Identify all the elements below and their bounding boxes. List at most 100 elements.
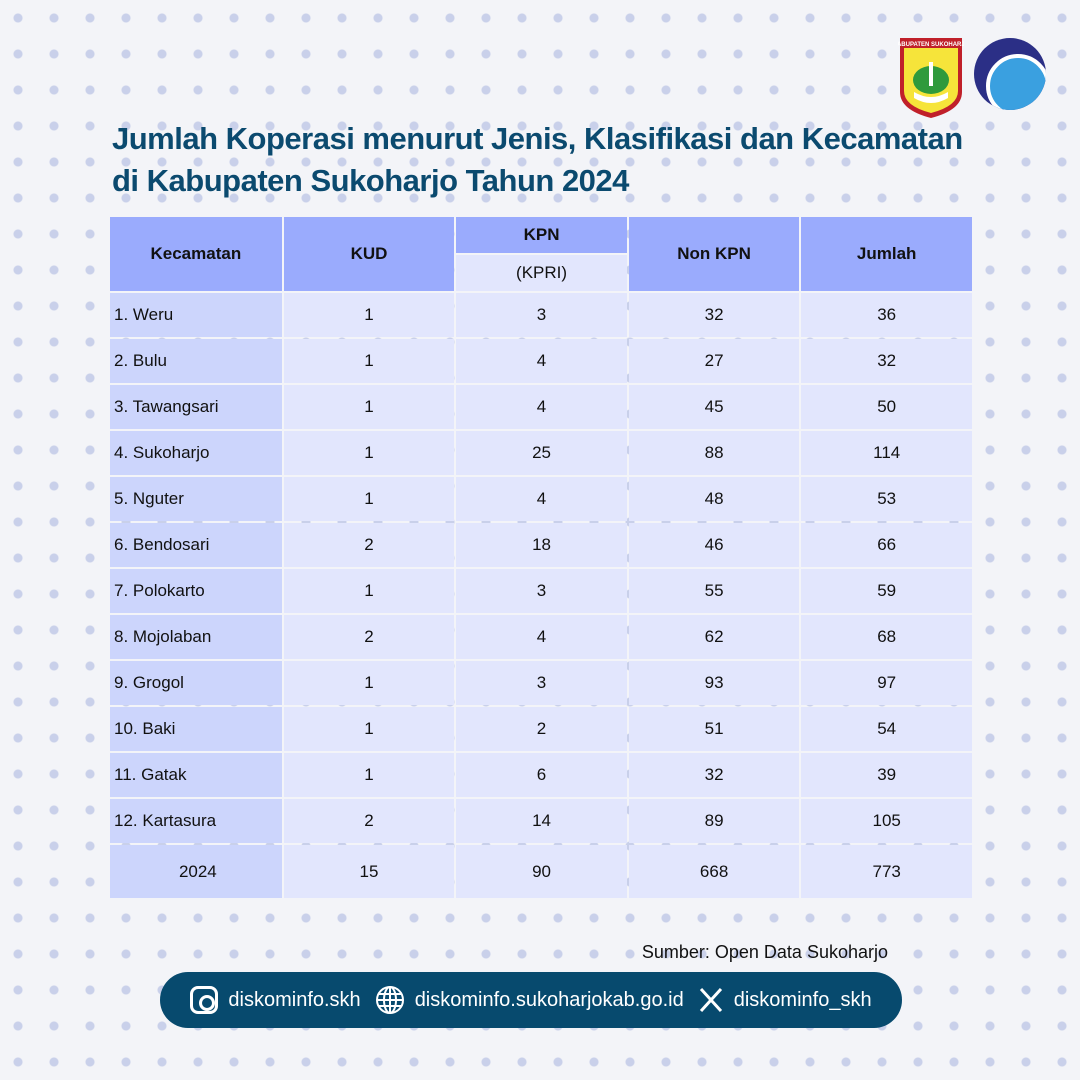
cell-kud: 2 (283, 799, 455, 843)
header-jumlah: Jumlah (801, 217, 972, 291)
cell-name: 8. Mojolaban (110, 615, 282, 659)
cell-jumlah: 36 (801, 293, 972, 337)
x-link[interactable]: diskominfo_skh (698, 987, 872, 1013)
table-row: 6. Bendosari 2 18 46 66 (110, 523, 972, 567)
cell-jumlah: 59 (801, 569, 972, 613)
cell-kud: 1 (283, 707, 455, 751)
cell-non-kpn: 55 (628, 569, 800, 613)
cell-kud: 2 (283, 523, 455, 567)
source-note: Sumber: Open Data Sukoharjo (641, 942, 888, 962)
cell-jumlah: 773 (801, 845, 972, 898)
cell-kpn: 2 (456, 707, 627, 751)
table-row: 1. Weru 1 3 32 36 (110, 293, 972, 337)
cell-jumlah: 105 (801, 799, 972, 843)
header-kud: KUD (283, 217, 455, 291)
page-title: Jumlah Koperasi menurut Jenis, Klasifika… (112, 118, 963, 202)
footer-bar: diskominfo.skh diskominfo.sukoharjokab.g… (160, 972, 902, 1028)
instagram-icon (190, 986, 219, 1014)
cell-non-kpn: 32 (628, 753, 800, 797)
table-row: 12. Kartasura 2 14 89 105 (110, 799, 972, 843)
svg-text:KABUPATEN SUKOHARJO: KABUPATEN SUKOHARJO (898, 42, 964, 48)
cell-name: 6. Bendosari (110, 523, 282, 567)
cell-jumlah: 53 (801, 477, 972, 521)
website-url: diskominfo.sukoharjokab.go.id (414, 988, 684, 1011)
cell-kud: 2 (283, 615, 455, 659)
title-line-2: di Kabupaten Sukoharjo Tahun 2024 (112, 163, 629, 198)
table-row: 2. Bulu 1 4 27 32 (110, 339, 972, 383)
table-row: 7. Polokarto 1 3 55 59 (110, 569, 972, 613)
cell-kud: 1 (283, 293, 455, 337)
table-row: 5. Nguter 1 4 48 53 (110, 477, 972, 521)
cell-kpn: 14 (456, 799, 627, 843)
table-row: 3. Tawangsari 1 4 45 50 (110, 385, 972, 429)
cell-jumlah: 66 (801, 523, 972, 567)
cell-jumlah: 97 (801, 661, 972, 705)
cell-kpn: 4 (456, 477, 627, 521)
cell-kpn: 3 (456, 293, 627, 337)
x-icon (699, 987, 722, 1013)
table-row: 9. Grogol 1 3 93 97 (110, 661, 972, 705)
cell-name: 1. Weru (110, 293, 282, 337)
cell-non-kpn: 62 (628, 615, 800, 659)
regency-crest-logo: KABUPATEN SUKOHARJO (898, 38, 964, 118)
table-row: 10. Baki 1 2 51 54 (110, 707, 972, 751)
table-row: 8. Mojolaban 2 4 62 68 (110, 615, 972, 659)
cell-non-kpn: 48 (628, 477, 800, 521)
cell-non-kpn: 89 (628, 799, 800, 843)
header-kpn: KPN (456, 217, 627, 253)
cell-kpn: 6 (456, 753, 627, 797)
cell-jumlah: 114 (801, 431, 972, 475)
cell-non-kpn: 93 (628, 661, 800, 705)
cell-name: 10. Baki (110, 707, 282, 751)
cell-kud: 1 (283, 753, 455, 797)
cell-name: 7. Polokarto (110, 569, 282, 613)
cell-kud: 1 (283, 477, 455, 521)
cell-kud: 1 (283, 385, 455, 429)
x-handle: diskominfo_skh (733, 988, 872, 1011)
cell-jumlah: 68 (801, 615, 972, 659)
cell-kud: 1 (283, 661, 455, 705)
cell-name: 4. Sukoharjo (110, 431, 282, 475)
total-row: 2024 15 90 668 773 (110, 845, 972, 898)
cell-kpn: 4 (456, 339, 627, 383)
cell-kud: 1 (283, 339, 455, 383)
cell-name: 3. Tawangsari (110, 385, 282, 429)
instagram-handle: diskominfo.skh (228, 988, 361, 1011)
cell-kud: 15 (283, 845, 455, 898)
header-kpn-sub: (KPRI) (456, 255, 627, 291)
cell-name: 5. Nguter (110, 477, 282, 521)
website-link[interactable]: diskominfo.sukoharjokab.go.id (375, 985, 684, 1015)
cell-kpn: 90 (456, 845, 627, 898)
cell-non-kpn: 45 (628, 385, 800, 429)
cell-jumlah: 50 (801, 385, 972, 429)
globe-icon (375, 986, 404, 1014)
cell-name: 2. Bulu (110, 339, 282, 383)
cell-kpn: 18 (456, 523, 627, 567)
cell-name: 9. Grogol (110, 661, 282, 705)
cell-jumlah: 32 (801, 339, 972, 383)
cell-kpn: 4 (456, 615, 627, 659)
cell-kud: 1 (283, 431, 455, 475)
logos: KABUPATEN SUKOHARJO (898, 36, 1046, 120)
instagram-link[interactable]: diskominfo.skh (190, 986, 361, 1014)
cell-kud: 1 (283, 569, 455, 613)
cell-name: 11. Gatak (110, 753, 282, 797)
cell-non-kpn: 46 (628, 523, 800, 567)
cell-kpn: 3 (456, 661, 627, 705)
cell-kpn: 25 (456, 431, 627, 475)
cell-non-kpn: 27 (628, 339, 800, 383)
kominfo-logo (974, 38, 1046, 110)
cell-non-kpn: 51 (628, 707, 800, 751)
header-non-kpn: Non KPN (628, 217, 800, 291)
title-line-1: Jumlah Koperasi menurut Jenis, Klasifika… (112, 121, 963, 156)
cell-kpn: 4 (456, 385, 627, 429)
cell-non-kpn: 32 (628, 293, 800, 337)
cell-kpn: 3 (456, 569, 627, 613)
table-row: 4. Sukoharjo 1 25 88 114 (110, 431, 972, 475)
cell-non-kpn: 668 (628, 845, 800, 898)
cell-name: 12. Kartasura (110, 799, 282, 843)
cooperatives-table: Kecamatan KUD KPN Non KPN Jumlah (KPRI) … (108, 215, 974, 900)
cell-non-kpn: 88 (628, 431, 800, 475)
header-kecamatan: Kecamatan (110, 217, 282, 291)
cell-name: 2024 (110, 845, 282, 898)
